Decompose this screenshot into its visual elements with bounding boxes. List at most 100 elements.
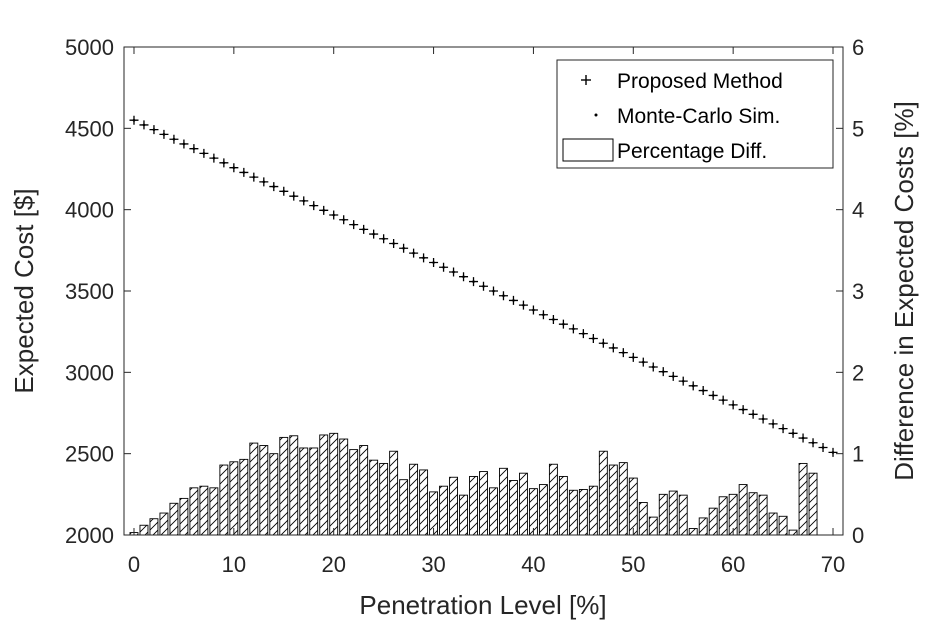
percentage-bar [219,464,229,536]
percentage-bar [519,472,528,536]
monte-carlo-point [651,365,655,369]
monte-carlo-point [462,275,465,278]
monte-carlo-point [512,299,515,302]
percentage-bar [568,489,578,536]
y-axis-left-title: Expected Cost [$] [9,188,39,393]
percentage-bar [159,512,169,536]
monte-carlo-point [572,327,575,331]
axis-ticks: 0 10 20 30 40 50 60 702000250030003500400045005… [65,35,864,577]
percentage-diff-bars [129,432,818,536]
monte-carlo-point [821,446,825,449]
monte-carlo-point [292,194,296,198]
y-left-tick-label: 2000 [65,523,114,548]
monte-carlo-point [761,417,765,421]
monte-carlo-point [681,379,685,383]
percentage-bar [678,494,688,536]
percentage-bar [758,494,768,536]
monte-carlo-point [592,337,595,340]
percentage-bar [588,485,598,536]
monte-carlo-point [302,199,306,203]
percentage-bar [748,492,758,536]
percentage-bar [469,475,478,536]
monte-carlo-point [641,360,645,364]
percentage-bar [229,461,239,536]
monte-carlo-point [691,384,695,388]
y-left-tick-label: 2500 [65,442,114,467]
percentage-bar [538,484,548,536]
y-right-tick-label: 3 [852,279,864,304]
percentage-bar [199,485,209,536]
cost-markers [129,115,838,457]
monte-carlo-point [252,175,256,179]
percentage-bar [788,529,798,536]
percentage-bar [658,493,668,536]
x-tick-label: 20 [321,552,345,577]
monte-carlo-point [442,265,445,269]
legend-percentage-swatch [562,138,614,162]
percentage-bar [309,447,319,536]
percentage-bar [489,487,498,536]
monte-carlo-point [502,294,505,298]
monte-carlo-point [801,436,805,440]
monte-carlo-point [811,441,815,445]
percentage-bar [329,432,339,536]
monte-carlo-point [661,370,665,373]
percentage-bar [578,489,588,536]
percentage-bar [688,528,698,536]
x-tick-label: 10 [222,552,246,577]
percentage-bar [449,476,458,536]
y-left-tick-label: 3000 [65,360,114,385]
monte-carlo-point [362,228,365,231]
monte-carlo-point [671,375,675,378]
percentage-bar [648,516,658,536]
monte-carlo-point [142,123,146,127]
percentage-bar [718,496,728,536]
monte-carlo-point [631,356,635,359]
monte-carlo-point [222,161,226,165]
percentage-bar [189,487,199,536]
monte-carlo-point [542,313,545,317]
monte-carlo-point [212,156,216,160]
x-tick-label: 70 [821,552,845,577]
monte-carlo-point [751,413,755,416]
monte-carlo-point [382,237,385,241]
monte-carlo-point [472,280,475,283]
monte-carlo-point [352,223,355,226]
percentage-bar [439,485,448,536]
x-tick-label: 50 [621,552,645,577]
y-right-tick-label: 2 [852,360,864,385]
percentage-bar [419,469,429,536]
y-right-tick-label: 5 [852,116,864,141]
monte-carlo-point [202,152,206,155]
monte-carlo-point [422,256,425,260]
percentage-bar [479,471,488,536]
monte-carlo-point [532,308,535,312]
monte-carlo-point [342,218,345,222]
percentage-bar [179,497,189,536]
percentage-bar [778,515,788,536]
monte-carlo-point [781,427,785,430]
percentage-bar [339,438,349,536]
percentage-bar [269,453,279,536]
monte-carlo-point [242,171,246,174]
percentage-bar [608,464,618,536]
monte-carlo-point [262,180,266,184]
monte-carlo-point [612,346,615,350]
x-tick-label: 60 [721,552,745,577]
monte-carlo-point [741,408,745,411]
percentage-bar [289,435,299,536]
y-right-tick-label: 4 [852,198,864,223]
percentage-bar [409,463,419,536]
percentage-bar [379,462,389,536]
monte-carlo-point [701,389,705,392]
monte-carlo-point [172,137,176,141]
monte-carlo-point [152,128,156,131]
percentage-bar [389,450,399,536]
y-left-tick-label: 4500 [65,116,114,141]
monte-carlo-point [412,251,415,255]
percentage-bar [369,459,379,536]
legend: Proposed Method Monte-Carlo Sim. Percent… [556,59,834,169]
percentage-bar [708,507,718,536]
monte-carlo-point [272,185,276,188]
